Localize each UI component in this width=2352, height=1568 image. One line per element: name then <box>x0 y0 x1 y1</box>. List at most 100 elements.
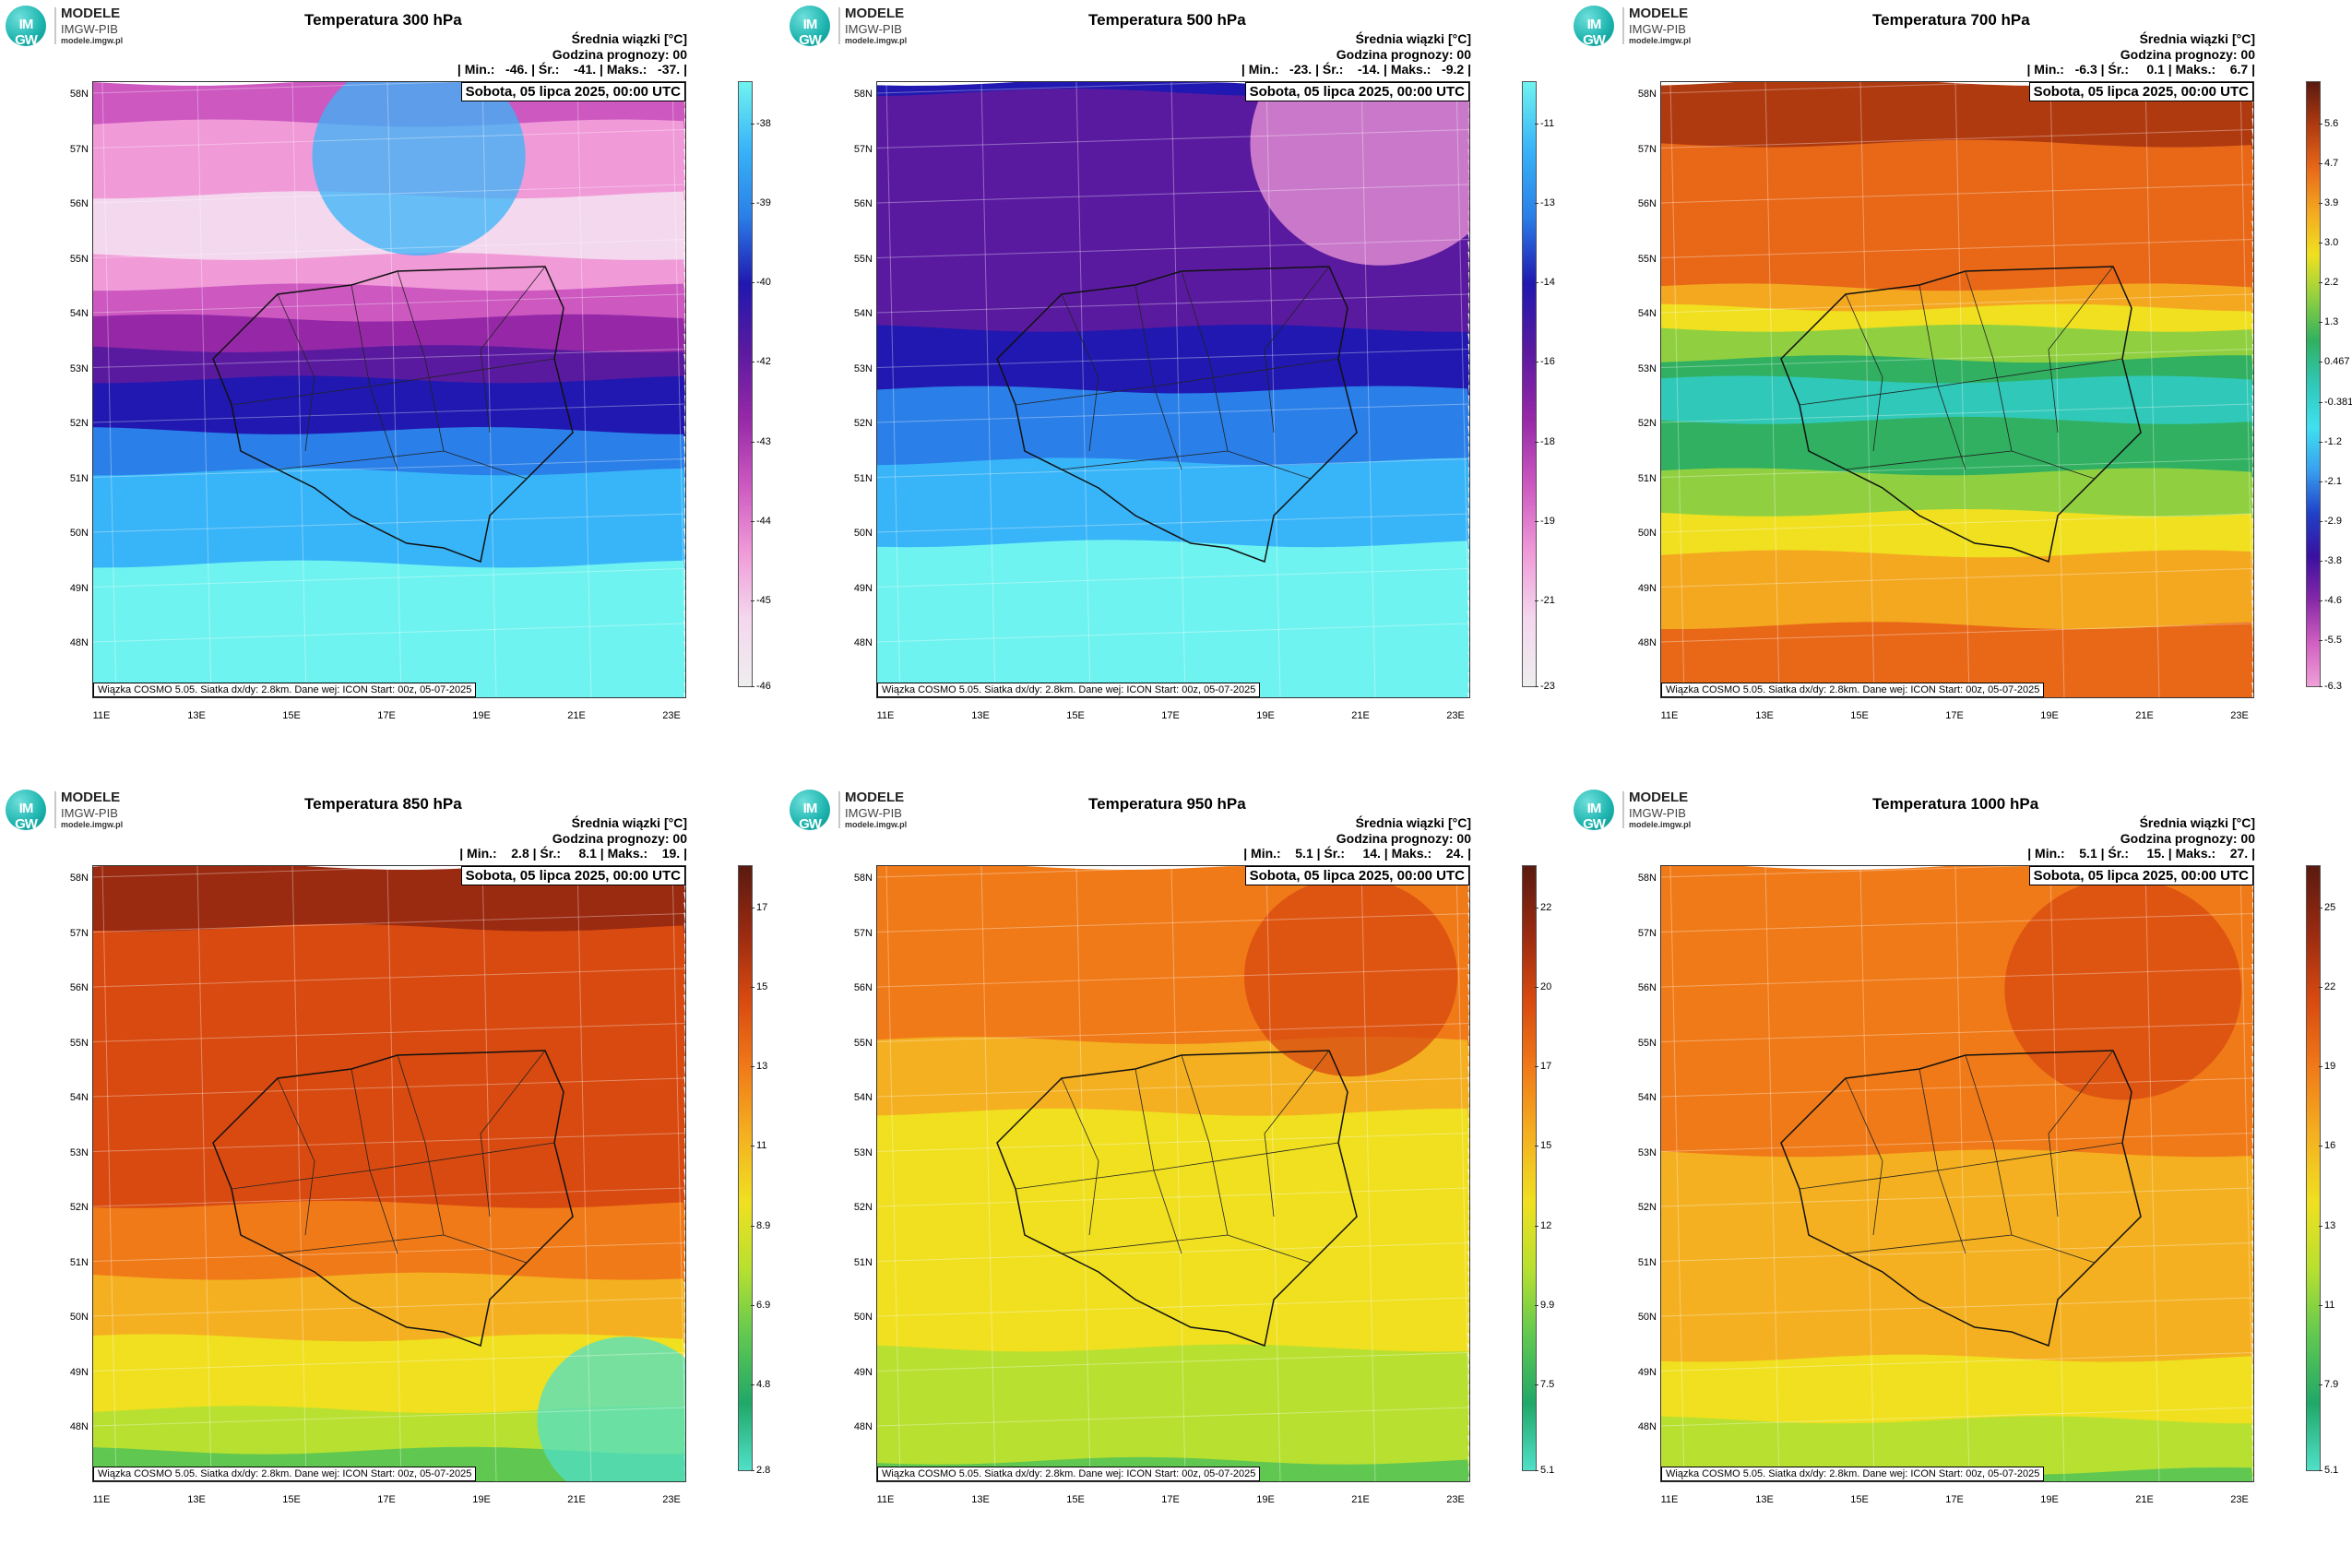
mean-label: Średnia wiązki [°C] <box>1355 815 1471 830</box>
grid-longitude <box>1764 866 1780 1481</box>
logo-title: MODELE <box>61 6 121 21</box>
model-footer: Wiązka COSMO 5.05. Siatka dx/dy: 2.8km. … <box>93 1467 477 1481</box>
mean-label: Średnia wiązki [°C] <box>1355 31 1471 46</box>
grid-longitude <box>291 866 307 1481</box>
colorbar-tick-label: -13 <box>1535 197 1555 209</box>
colorbar-tick-label: -42 <box>751 356 771 368</box>
field-band <box>877 1262 1469 1282</box>
latitude-label: 53N <box>853 362 873 374</box>
imgw-logo-icon: IM GW <box>1574 6 1614 48</box>
latitude-label: 51N <box>1637 472 1657 484</box>
grid-latitude <box>1661 239 2253 258</box>
logo-subtitle: IMGW-PIB <box>61 22 118 36</box>
field-band <box>1661 1149 2253 1170</box>
latitude-label: 56N <box>853 982 873 993</box>
latitude-label: 51N <box>853 1256 873 1268</box>
longitude-label: 21E <box>567 710 586 721</box>
latitude-label: 58N <box>853 89 873 100</box>
colorbar-tick-label: -44 <box>751 515 771 527</box>
field-band <box>93 995 685 1016</box>
logo-url: modele.imgw.pl <box>845 36 908 45</box>
latitude-label: 56N <box>853 198 873 209</box>
grid-latitude <box>877 1407 1469 1427</box>
colorbar-tick-label: -0.381 <box>2318 396 2352 408</box>
colorbar-tick-label: 11 <box>750 1140 767 1152</box>
logo-title: MODELE <box>845 790 905 805</box>
imgw-logo-icon: IM GW <box>1574 790 1614 832</box>
grid-latitude <box>1661 913 2253 932</box>
model-footer: Wiązka COSMO 5.05. Siatka dx/dy: 2.8km. … <box>877 683 1261 697</box>
grid-latitude <box>877 239 1469 258</box>
forecast-hour: Godzina prognozy: 00 <box>1336 47 1471 62</box>
grid-latitude <box>877 1297 1469 1317</box>
grid-latitude <box>93 403 685 423</box>
grid-latitude <box>1661 349 2253 368</box>
longitude-label: 15E <box>1066 710 1085 721</box>
grid-latitude <box>877 1242 1469 1262</box>
colorbar-tick-label: 6.9 <box>750 1299 771 1311</box>
map-field <box>1661 82 2253 697</box>
longitude-label: 11E <box>92 1494 111 1505</box>
mean-label: Średnia wiązki [°C] <box>2139 31 2255 46</box>
colorbar-tick-label: 13 <box>750 1061 768 1073</box>
grid-latitude <box>93 568 685 588</box>
logo-url: modele.imgw.pl <box>845 820 908 829</box>
colorbar-tick-label: 11 <box>2318 1299 2335 1311</box>
latitude-label: 56N <box>69 198 89 209</box>
grid-longitude <box>1669 866 1685 1481</box>
field-band <box>1661 590 2253 611</box>
colorbar-tick-label: 9.9 <box>1534 1299 1555 1311</box>
field-band <box>877 1436 1469 1456</box>
imgw-logo-icon: IM GW <box>6 6 46 48</box>
voivodeship-borders <box>1015 266 1339 480</box>
longitude-label: 11E <box>1660 710 1679 721</box>
field-band <box>1661 406 2253 426</box>
stats-line: | Min.: 2.8 | Śr.: 8.1 | Maks.: 19. | <box>459 846 687 861</box>
grid-latitude <box>93 913 685 932</box>
grid-latitude <box>93 1133 685 1152</box>
colorbar-tick-label: 5.6 <box>2318 118 2339 129</box>
field-blob <box>1244 877 1458 1077</box>
colorbar-tick-label: -11 <box>1534 118 1555 129</box>
date-label: Sobota, 05 lipca 2025, 00:00 UTC <box>2028 82 2253 101</box>
longitude-label: 17E <box>1161 1494 1180 1505</box>
colorbar-tick-label: -16 <box>1535 356 1555 368</box>
grid-longitude <box>386 866 402 1481</box>
longitude-label: 19E <box>2040 710 2059 721</box>
date-label: Sobota, 05 lipca 2025, 00:00 UTC <box>2028 866 2253 885</box>
field-band <box>877 612 1469 632</box>
model-footer: Wiązka COSMO 5.05. Siatka dx/dy: 2.8km. … <box>1661 683 2045 697</box>
grid-longitude <box>1859 866 1875 1481</box>
logo-url: modele.imgw.pl <box>1629 36 1692 45</box>
grid-latitude <box>1661 403 2253 423</box>
logo-title: MODELE <box>1629 790 1689 805</box>
field-blob <box>1250 82 1469 266</box>
latitude-label: 58N <box>1637 89 1657 100</box>
grid-latitude <box>877 513 1469 533</box>
latitude-label: 53N <box>69 362 89 374</box>
forecast-hour: Godzina prognozy: 00 <box>1336 831 1471 846</box>
grid-latitude <box>1661 1133 2253 1152</box>
grid-latitude <box>93 866 464 878</box>
longitude-label: 13E <box>1755 1494 1774 1505</box>
colorbar-tick-label: 4.8 <box>750 1378 771 1390</box>
temperature-map: Sobota, 05 lipca 2025, 00:00 UTC Wiązka … <box>1660 81 2254 698</box>
field-band <box>1661 324 2253 344</box>
colorbar-tick-label: -5.5 <box>2319 634 2342 646</box>
latitude-label: 55N <box>1637 1037 1657 1049</box>
grid-latitude <box>877 1352 1469 1372</box>
grid-longitude <box>1265 866 1281 1481</box>
panel-title: Temperatura 950 hPa <box>1088 795 1246 813</box>
imgw-logo: IM GW MODELE IMGW-PIB modele.imgw.pl <box>1574 790 1703 834</box>
forecast-hour: Godzina prognozy: 00 <box>2120 831 2255 846</box>
panel-title: Temperatura 700 hPa <box>1872 11 2030 29</box>
grid-latitude <box>93 349 685 368</box>
grid-longitude <box>2144 866 2160 1481</box>
map-panel-6: IM GW MODELE IMGW-PIB modele.imgw.pl Tem… <box>1568 784 2352 1568</box>
longitude-label: 21E <box>1351 710 1370 721</box>
model-footer: Wiązka COSMO 5.05. Siatka dx/dy: 2.8km. … <box>93 683 477 697</box>
colorbar-tick-label: -39 <box>751 197 771 209</box>
grid-longitude <box>1170 82 1186 697</box>
field-band <box>1661 498 2253 518</box>
colorbar-tick-label: -19 <box>1535 515 1555 527</box>
